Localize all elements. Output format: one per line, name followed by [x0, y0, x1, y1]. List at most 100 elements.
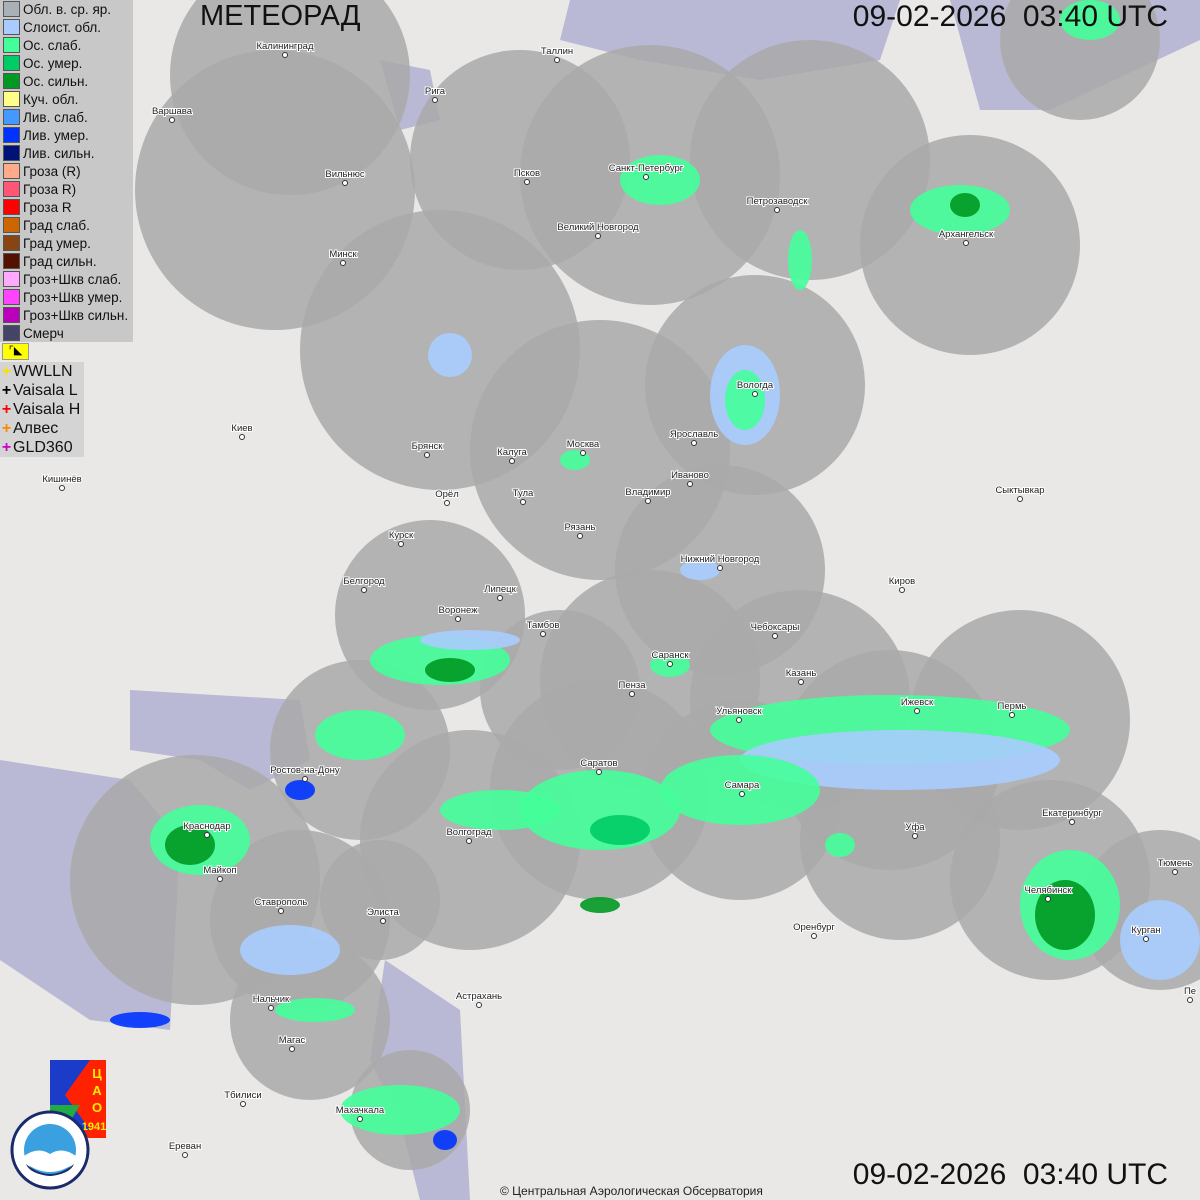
city-marker: Минск [328, 248, 359, 266]
city-label: Псков [514, 168, 540, 179]
precip-area [240, 925, 340, 975]
city-dot-icon [667, 661, 673, 667]
city-marker: Пе [1183, 985, 1197, 1003]
city-dot-icon [466, 838, 472, 844]
cross-icon: + [1, 439, 12, 456]
city-marker: Москва [566, 438, 601, 456]
city-dot-icon [580, 450, 586, 456]
radar-coverage [70, 0, 1200, 1170]
precip-area [428, 333, 472, 377]
legend-label: Град умер. [23, 235, 91, 251]
legend-label: Град сильн. [23, 253, 97, 269]
precip-area [660, 755, 820, 825]
page-title: МЕТЕОРАД [200, 0, 361, 32]
city-label: Волгоград [446, 827, 492, 838]
city-marker: Рига [424, 85, 447, 103]
city-marker: Ижевск [900, 696, 935, 714]
city-marker: Пенза [618, 679, 647, 697]
legend-panel: Обл. в. ср. яр. Слоист. обл. Ос. слаб. Ос. … [0, 0, 133, 342]
city-marker: Псков [513, 167, 541, 185]
legend-swatch [3, 127, 20, 143]
city-marker: Краснодар [182, 820, 232, 838]
city-label: Ереван [169, 1141, 201, 1152]
precip-area [275, 998, 355, 1022]
legend-label: Слоист. обл. [23, 19, 102, 35]
city-marker: Казань [785, 667, 817, 685]
city-label: Нальчик [253, 994, 290, 1005]
city-dot-icon [268, 1005, 274, 1011]
legend-swatch [3, 271, 20, 287]
city-marker: Уфа [904, 821, 926, 839]
legend-item: Смерч [0, 324, 133, 342]
city-label: Екатеринбург [1042, 808, 1102, 819]
city-label: Махачкала [336, 1105, 385, 1116]
cross-icon: + [1, 382, 12, 399]
lightning-legend-item: + Vaisala H [0, 400, 80, 419]
svg-text:1941: 1941 [82, 1121, 106, 1133]
legend-label: Гроз+Шкв сильн. [23, 307, 129, 323]
legend-item: Гроза (R) [0, 162, 133, 180]
city-label: Орёл [435, 489, 459, 500]
lightning-legend-item: + Алвес [0, 419, 80, 438]
city-marker: Иваново [670, 469, 710, 487]
cross-icon: + [1, 420, 12, 437]
city-dot-icon [182, 1152, 188, 1158]
legend-item: Гроз+Шкв слаб. [0, 270, 133, 288]
legend-swatch [3, 253, 20, 269]
city-label: Рига [425, 86, 446, 97]
city-marker: Кишинёв [41, 473, 83, 491]
city-dot-icon [717, 565, 723, 571]
city-marker: Тула [512, 487, 535, 505]
city-dot-icon [577, 533, 583, 539]
city-dot-icon [1172, 869, 1178, 875]
legend-label: Гроза (R) [23, 163, 81, 179]
city-dot-icon [596, 769, 602, 775]
city-marker: Курск [388, 529, 415, 547]
city-label: Тбилиси [224, 1090, 261, 1101]
legend-item: Обл. в. ср. яр. [0, 0, 133, 18]
lightning-label: GLD360 [13, 439, 73, 456]
legend-swatch [3, 307, 20, 323]
legend-item: Слоист. обл. [0, 18, 133, 36]
city-marker: Майкоп [202, 864, 238, 882]
city-label: Курск [389, 530, 414, 541]
legend-item: Лив. слаб. [0, 108, 133, 126]
legend-swatch [3, 289, 20, 305]
flag-icon[interactable]: ⌜◣ [2, 343, 29, 360]
city-marker: Тбилиси [223, 1089, 263, 1107]
city-marker: Калининград [255, 40, 315, 58]
city-marker: Ереван [168, 1140, 202, 1158]
city-marker: Магас [278, 1034, 307, 1052]
city-marker: Пермь [997, 700, 1027, 718]
lightning-label: Алвес [13, 420, 59, 437]
legend-swatch [3, 235, 20, 251]
city-dot-icon [914, 708, 920, 714]
legend-item: Гроз+Шкв сильн. [0, 306, 133, 324]
city-marker: Сыктывкар [994, 484, 1046, 502]
city-marker: Санкт-Петербург [608, 162, 685, 180]
city-label: Киров [889, 576, 915, 587]
lightning-label: Vaisala L [13, 382, 78, 399]
precip-area [740, 730, 1060, 790]
city-dot-icon [361, 587, 367, 593]
city-label: Таллин [541, 46, 573, 57]
legend-item: Град умер. [0, 234, 133, 252]
legend-label: Лив. сильн. [23, 145, 95, 161]
city-marker: Нижний Новгород [680, 553, 761, 571]
city-dot-icon [302, 776, 308, 782]
city-dot-icon [554, 57, 560, 63]
city-dot-icon [643, 174, 649, 180]
legend-label: Гроза R) [23, 181, 77, 197]
city-dot-icon [963, 240, 969, 246]
city-dot-icon [282, 52, 288, 58]
city-marker: Ростов-на-Дону [269, 764, 341, 782]
city-dot-icon [217, 876, 223, 882]
legend-label: Смерч [23, 325, 64, 341]
precip-area [1120, 900, 1200, 980]
precip-area [620, 155, 700, 205]
city-label: Ульяновск [716, 706, 762, 717]
legend-label: Лив. слаб. [23, 109, 88, 125]
city-marker: Липецк [483, 583, 518, 601]
city-label: Магас [279, 1035, 306, 1046]
